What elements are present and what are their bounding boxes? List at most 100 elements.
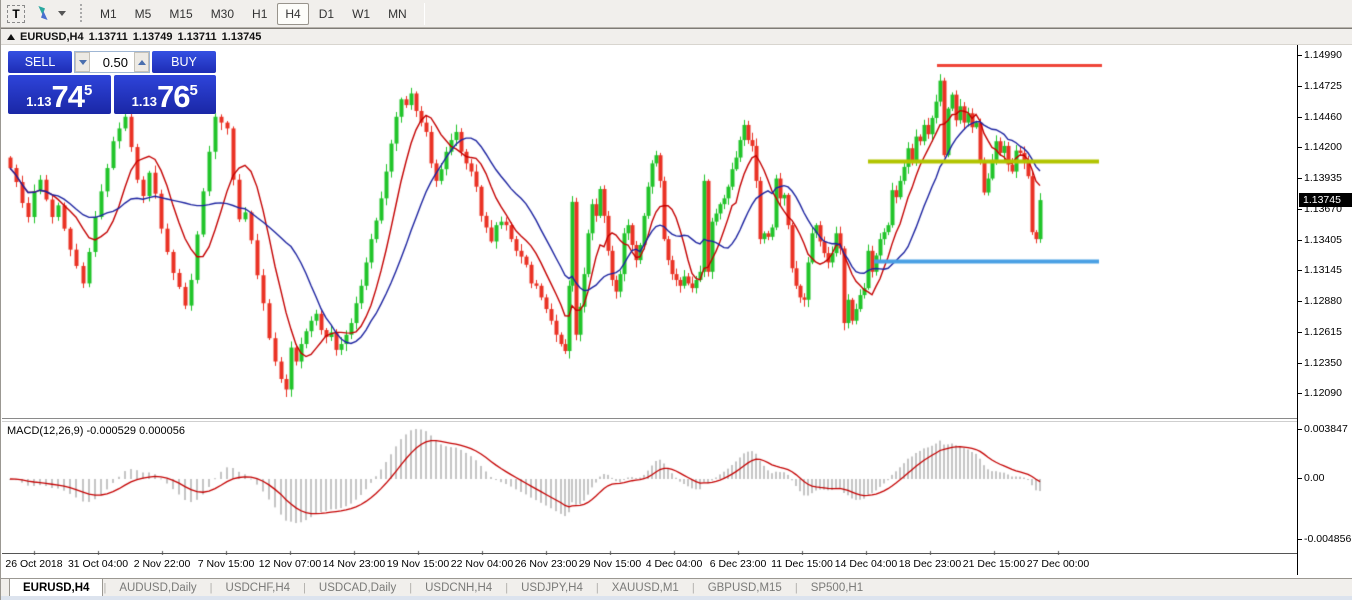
collapse-triangle-icon[interactable]: [7, 33, 15, 40]
tab-separator: |: [103, 582, 107, 594]
volume-input[interactable]: 0.50: [102, 54, 128, 70]
chart-symbol-label: EURUSD,H4: [20, 30, 84, 43]
toolbar-separator: [423, 2, 425, 25]
timeframe-button-h1[interactable]: H1: [252, 6, 268, 21]
one-click-trading-panel: SELL 0.50 BUY 1.13 74 5: [8, 51, 216, 114]
toolbar: T M1 M5 M15 M30 H1 H4 D1 W1 MN: [1, 0, 1352, 28]
sell-price-big: 74: [51, 79, 84, 114]
time-axis-label: 7 Nov 15:00: [197, 558, 255, 570]
triangle-up-icon: [137, 59, 146, 65]
time-axis-label: 18 Dec 23:00: [898, 558, 962, 570]
chart-window: EURUSD,H4 1.13711 1.13749 1.13711 1.1374…: [1, 28, 1352, 597]
ohlc-close: 1.13745: [221, 30, 262, 43]
price-chart-pane[interactable]: [2, 45, 1297, 419]
time-axis-label: 11 Dec 15:00: [771, 558, 833, 570]
tab-separator: |: [209, 582, 213, 594]
price-axis[interactable]: 1.14990 1.14725 1.14460 1.14200 1.13935 1.136…: [1297, 45, 1352, 575]
ohlc-open: 1.13711: [88, 30, 128, 43]
tab-separator: |: [303, 582, 306, 594]
triangle-down-icon: [78, 59, 87, 65]
time-axis[interactable]: 26 Oct 2018 31 Oct 04:00 2 Nov 22:00 7 Nov …: [2, 556, 1297, 574]
timeframe-button-h4[interactable]: H4: [277, 2, 309, 25]
candlestick-chart-canvas[interactable]: [2, 45, 1297, 419]
chart-tab-sp500-h1[interactable]: SP500,H1: [810, 582, 864, 594]
time-axis-label: 26 Nov 23:00: [514, 558, 578, 570]
time-axis-label: 4 Dec 04:00: [645, 558, 703, 570]
tab-separator: |: [794, 582, 798, 594]
tab-separator: |: [505, 582, 509, 594]
time-axis-label: 19 Nov 15:00: [386, 558, 450, 570]
sell-price-quote[interactable]: 1.13 74 5: [8, 75, 111, 114]
chart-tab-usdcnh-h4[interactable]: USDCNH,H4: [425, 582, 493, 594]
chart-tab-audusd-daily[interactable]: AUDUSD,Daily: [119, 582, 197, 594]
buy-price-pip: 5: [189, 82, 198, 99]
timeframe-button-mn[interactable]: MN: [388, 6, 407, 21]
macd-indicator-label: MACD(12,26,9) -0.000529 0.000056: [7, 425, 185, 437]
volume-spinner: 0.50: [74, 51, 150, 73]
chart-tab-usdjpy-h4[interactable]: USDJPY,H4: [521, 582, 583, 594]
volume-increase-button[interactable]: [134, 52, 149, 72]
timeframe-button-m30[interactable]: M30: [210, 6, 235, 21]
time-axis-label: 27 Dec 00:00: [1026, 558, 1090, 570]
chart-tab-usdcad-daily[interactable]: USDCAD,Daily: [318, 582, 397, 594]
price-axis-label: 1.13405: [1298, 233, 1342, 246]
ohlc-high: 1.13749: [132, 30, 173, 43]
time-axis-label: 26 Oct 2018: [5, 558, 63, 570]
buy-button[interactable]: BUY: [152, 51, 216, 73]
macd-pane[interactable]: MACD(12,26,9) -0.000529 0.000056: [2, 421, 1297, 555]
price-axis-label: 1.13145: [1298, 264, 1342, 277]
status-strip: [1, 596, 1352, 600]
time-axis-label: 12 Nov 07:00: [258, 558, 322, 570]
cursor-tool-icon[interactable]: [35, 5, 55, 23]
price-axis-label: 1.12350: [1298, 356, 1342, 369]
time-axis-label: 14 Nov 23:00: [322, 558, 386, 570]
chart-tab-gbpusd-m15[interactable]: GBPUSD,M15: [707, 582, 782, 594]
time-axis-label: 14 Dec 04:00: [834, 558, 898, 570]
timeframe-button-m5[interactable]: M5: [134, 6, 152, 21]
sell-button[interactable]: SELL: [8, 51, 72, 73]
macd-axis-label: 0.00: [1297, 472, 1325, 484]
price-axis-label: 1.12880: [1298, 294, 1342, 307]
timeframe-button-d1[interactable]: D1: [318, 6, 335, 21]
time-axis-label: 31 Oct 04:00: [67, 558, 129, 570]
current-price-tag: 1.13745: [1299, 193, 1352, 208]
macd-canvas[interactable]: [2, 422, 1297, 555]
price-axis-label: 1.14460: [1298, 110, 1342, 123]
tab-separator: |: [691, 582, 695, 594]
buy-price-quote[interactable]: 1.13 76 5: [113, 75, 216, 114]
chart-tab-xauusd-m1[interactable]: XAUUSD,M1: [611, 582, 679, 594]
time-axis-label: 6 Dec 23:00: [709, 558, 767, 570]
tab-separator: |: [409, 582, 413, 594]
sell-price-prefix: 1.13: [26, 94, 52, 109]
price-axis-label: 1.12090: [1298, 386, 1342, 399]
price-axis-label: 1.14725: [1298, 79, 1342, 92]
timeframe-button-m15[interactable]: M15: [169, 6, 193, 21]
price-axis-label: 1.14200: [1298, 141, 1342, 154]
macd-axis-label: 0.003847: [1298, 423, 1348, 436]
ohlc-low: 1.13711: [177, 30, 217, 43]
macd-axis-label: -0.004856: [1297, 533, 1352, 546]
time-axis-label: 2 Nov 22:00: [133, 558, 191, 570]
sell-price-pip: 5: [83, 82, 93, 99]
volume-decrease-button[interactable]: [75, 52, 90, 72]
time-axis-label: 29 Nov 15:00: [578, 558, 642, 570]
chevron-down-icon[interactable]: [58, 11, 66, 16]
chart-tab-bar: EURUSD,H4 | AUDUSD,Daily | USDCHF,H4 | USDCAD,…: [1, 578, 1352, 597]
price-axis-label: 1.12615: [1298, 325, 1342, 338]
buy-price-prefix: 1.13: [131, 94, 157, 109]
timeframe-button-m1[interactable]: M1: [100, 6, 117, 21]
buy-price-big: 76: [156, 79, 190, 114]
time-axis-label: 22 Nov 04:00: [450, 558, 514, 570]
time-axis-label: 21 Dec 15:00: [962, 558, 1026, 570]
chart-tab-usdchf-h4[interactable]: USDCHF,H4: [225, 582, 291, 594]
price-axis-label: 1.13935: [1298, 171, 1342, 184]
timeframe-buttons: M1 M5 M15 M30 H1 H4 D1 W1 MN: [91, 2, 416, 25]
price-axis-label: 1.14990: [1298, 49, 1342, 61]
chart-title-bar: EURUSD,H4 1.13711 1.13749 1.13711 1.1374…: [1, 29, 1352, 45]
chart-tab-eurusd-h4[interactable]: EURUSD,H4: [9, 579, 104, 597]
timeframe-button-w1[interactable]: W1: [352, 6, 371, 21]
tab-separator: |: [595, 582, 599, 594]
text-tool-icon[interactable]: T: [7, 4, 25, 23]
toolbar-drag-handle[interactable]: [78, 3, 83, 24]
